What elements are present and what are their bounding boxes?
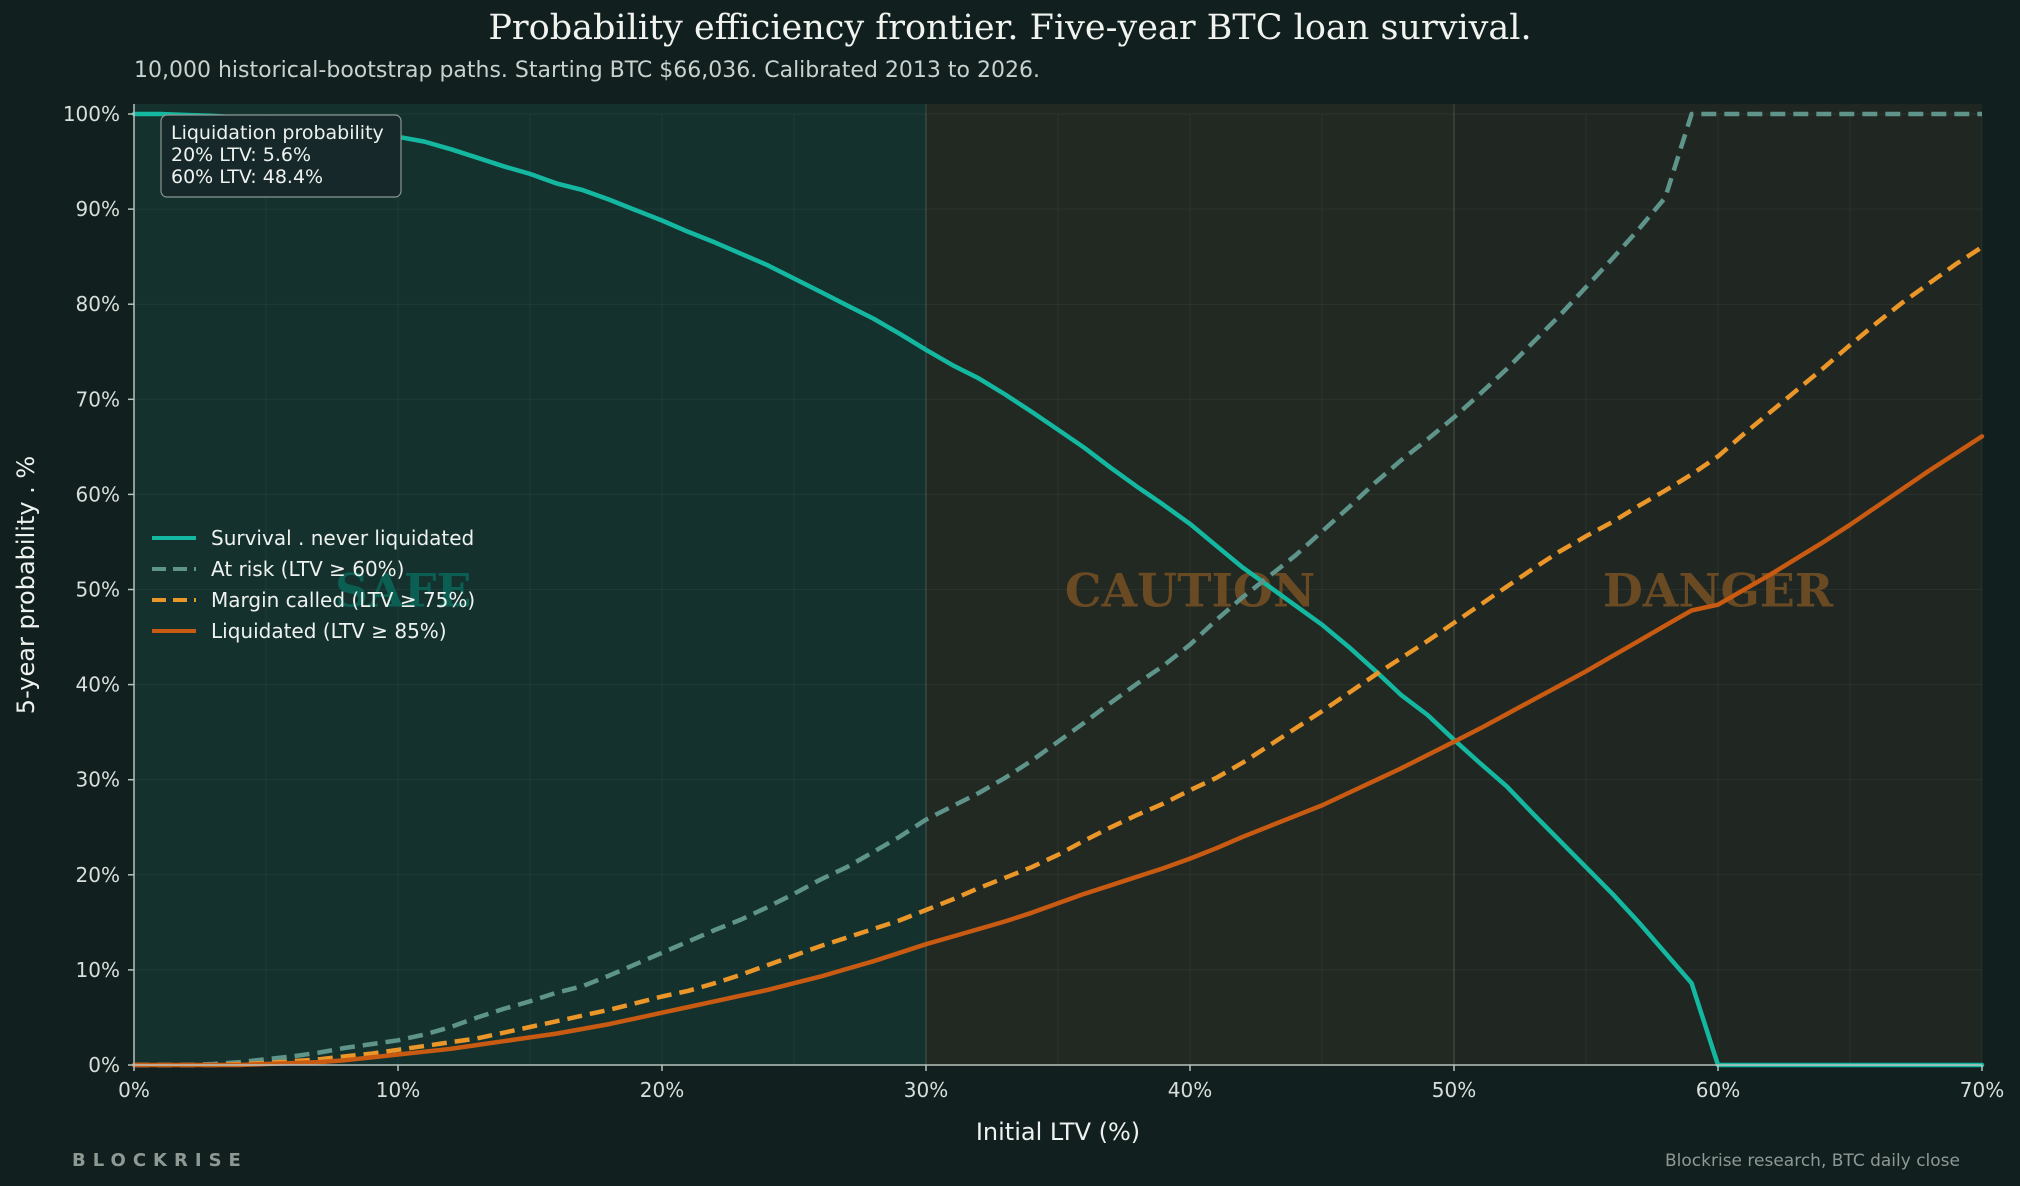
zone-label-danger: DANGER [1603, 564, 1834, 618]
legend-label-at-risk: At risk (LTV ≥ 60%) [211, 557, 405, 581]
annotation-line-20: 20% LTV: 5.6% [171, 144, 311, 166]
y-tick-label-100: 100% [63, 102, 120, 126]
zone-band-danger [1454, 104, 1982, 1065]
legend: Survival . never liquidated At risk (LTV… [152, 526, 475, 643]
y-tick-label-20: 20% [76, 863, 120, 887]
zone-band-safe [134, 104, 926, 1065]
x-tick-label-60: 60% [1696, 1078, 1740, 1102]
y-tick-label-10: 10% [76, 958, 120, 982]
y-tick-label-30: 30% [76, 768, 120, 792]
zone-bands [134, 104, 1982, 1065]
x-axis-label: Initial LTV (%) [976, 1118, 1140, 1146]
zone-band-caution [926, 104, 1454, 1065]
gridlines [133, 113, 1983, 1066]
x-tick-label-20: 20% [640, 1078, 684, 1102]
legend-label-margin-called: Margin called (LTV ≥ 75%) [211, 588, 475, 612]
y-tick-label-60: 60% [76, 482, 120, 506]
x-tick-label-50: 50% [1432, 1078, 1476, 1102]
annotation-line-60: 60% LTV: 48.4% [171, 166, 323, 188]
annotation-title: Liquidation probability [171, 122, 384, 144]
brand-logo-text: BLOCKRISE [72, 1150, 248, 1171]
annotation-box: Liquidation probability 20% LTV: 5.6% 60… [160, 114, 402, 198]
y-tick-label-0: 0% [88, 1053, 120, 1077]
series-line-2 [134, 245, 1984, 1068]
x-tick-label-30: 30% [904, 1078, 948, 1102]
chart-subtitle: 10,000 historical-bootstrap paths. Start… [134, 58, 1040, 83]
source-note: Blockrise research, BTC daily close [1665, 1151, 1960, 1171]
series-line-3 [131, 434, 1985, 1068]
legend-label-survival: Survival . never liquidated [211, 526, 474, 550]
chart-title: Probability efficiency frontier. Five-ye… [488, 8, 1532, 48]
series-line-0 [131, 111, 1985, 1068]
axes [133, 104, 1982, 1066]
annotation-frame [160, 114, 402, 198]
y-tick-label-80: 80% [76, 292, 120, 316]
y-tick-label-50: 50% [76, 578, 120, 602]
x-tick-label-70: 70% [1960, 1078, 2004, 1102]
zone-labels: SAFE CAUTION DANGER [335, 564, 1834, 618]
y-tick-label-70: 70% [76, 387, 120, 411]
x-tick-label-0: 0% [118, 1078, 150, 1102]
y-axis-ticks: 0% 10% 20% 30% 40% 50% 60% 70% 80% 90% 100% [63, 102, 134, 1077]
series-lines [131, 111, 1985, 1068]
y-tick-label-40: 40% [76, 673, 120, 697]
x-axis-ticks: 0% 10% 20% 30% 40% 50% 60% 70% [118, 1065, 2004, 1102]
y-tick-label-90: 90% [76, 197, 120, 221]
x-tick-label-10: 10% [376, 1078, 420, 1102]
y-axis-label: 5-year probability . % [12, 456, 40, 714]
zone-label-safe: SAFE [335, 564, 472, 618]
x-tick-label-40: 40% [1168, 1078, 1212, 1102]
legend-label-liquidated: Liquidated (LTV ≥ 85%) [211, 619, 447, 643]
series-line-1 [134, 111, 1982, 1068]
